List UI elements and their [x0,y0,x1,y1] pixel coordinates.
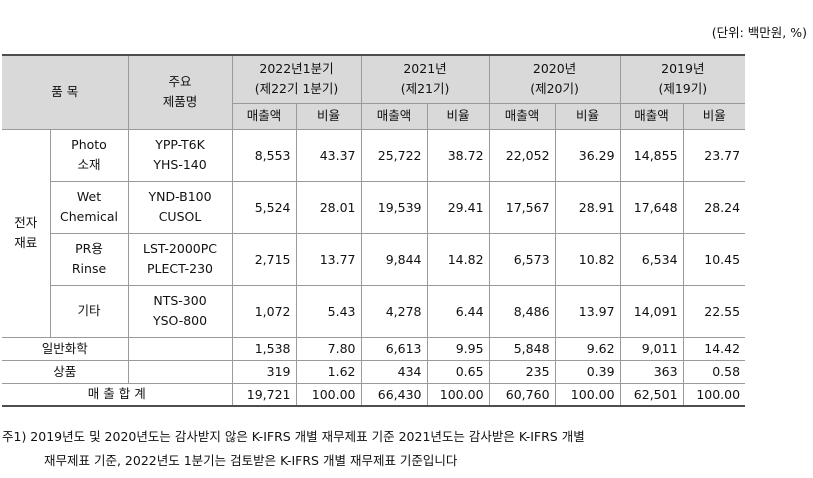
sales-value: 1,072 [231,284,297,338]
sales-value: 9,011 [619,336,684,361]
unit-label: (단위: 백만원, %) [711,25,807,40]
ratio-value: 9.62 [554,336,621,361]
item-name: 상품 [2,359,129,384]
item-name: PR용 Rinse [50,232,129,286]
item-name: Photo 소재 [49,128,129,182]
ratio-value: 13.77 [295,232,362,286]
header-sales: 매출액 [488,102,556,130]
sales-value: 6,573 [488,232,556,286]
sales-value: 62,501 [619,382,684,407]
sales-value: 5,848 [488,336,556,361]
ratio-value: 9.95 [426,336,490,361]
sales-value: 8,486 [488,284,556,338]
sales-value: 17,567 [488,180,556,234]
sales-value: 235 [488,359,556,384]
ratio-value: 28.01 [295,180,362,234]
table-row: 전자 재료 Photo 소재 YPP-T6K YHS-140 8,553 43.37 25,72… [2,128,746,338]
product-names: YPP-T6K YHS-140 [127,128,233,182]
header-ratio: 비율 [295,102,362,130]
sales-value: 2,715 [231,232,297,286]
sales-value: 8,553 [231,128,297,182]
sales-value: 19,721 [231,382,297,407]
ratio-value: 36.29 [554,128,621,182]
ratio-value: 0.65 [426,359,490,384]
ratio-value: 28.24 [682,180,746,234]
ratio-value: 13.97 [554,284,621,338]
ratio-value: 0.58 [682,359,746,384]
header-period-2020: 2020년 (제20기) [488,54,621,104]
footnote: 주1) 2019년도 및 2020년도는 감사받지 않은 K-IFRS 개별 재… [2,425,585,473]
item-name: 일반화학 [2,336,129,361]
sales-value: 22,052 [488,128,556,182]
product-names [127,336,233,361]
ratio-value: 43.37 [295,128,362,182]
sales-value: 17,648 [619,180,684,234]
header-period-2021: 2021년 (제21기) [360,54,490,104]
sales-value: 434 [360,359,428,384]
ratio-value: 14.82 [426,232,490,286]
ratio-value: 100.00 [295,382,362,407]
sales-value: 19,539 [360,180,428,234]
sales-value: 14,091 [619,284,684,338]
product-names: YND-B100 CUSOL [127,180,233,234]
sales-value: 6,534 [619,232,684,286]
header-sales: 매출액 [360,102,428,130]
header-ratio: 비율 [426,102,490,130]
ratio-value: 10.45 [682,232,746,286]
table-row: 상품 319 1.62 434 0.65 235 0.39 363 0.58 [2,359,746,384]
sales-value: 25,722 [360,128,428,182]
product-names: LST-2000PC PLECT-230 [127,232,233,286]
sales-value: 319 [231,359,297,384]
table-row: 기타 NTS-300 YSO-800 1,072 5.43 4,278 6.44 8,486 1… [2,284,746,338]
sales-value: 4,278 [360,284,428,338]
header-sales: 매출액 [619,102,684,130]
sales-value: 66,430 [360,382,428,407]
item-name: 기타 [50,284,129,338]
sales-value: 14,855 [619,128,684,182]
total-label: 매 출 합 계 [2,382,233,407]
header-sales: 매출액 [232,102,297,130]
product-names: NTS-300 YSO-800 [127,284,233,338]
footnote-line-2: 재무제표 기준, 2022년도 1분기는 검토받은 K-IFRS 개별 재무제표… [44,453,458,468]
ratio-value: 7.80 [295,336,362,361]
sales-table: 품 목 주요 제품명 2022년1분기 (제22기 1분기) 2021년 (제21기)… [2,54,746,407]
product-names [127,359,233,384]
footnote-line-1: 주1) 2019년도 및 2020년도는 감사받지 않은 K-IFRS 개별 재… [2,429,585,444]
table-row: 일반화학 1,538 7.80 6,613 9.95 5,848 9.62 9,011 14.4… [2,336,746,361]
sales-value: 363 [619,359,684,384]
ratio-value: 22.55 [682,284,746,338]
ratio-value: 23.77 [682,128,746,182]
ratio-value: 6.44 [426,284,490,338]
sales-value: 60,760 [488,382,556,407]
ratio-value: 1.62 [295,359,362,384]
ratio-value: 14.42 [682,336,746,361]
total-row: 매 출 합 계 19,721 100.00 66,430 100.00 60,760 100… [2,382,746,407]
ratio-value: 100.00 [554,382,621,407]
group-label-electronic-materials: 전자 재료 [2,128,51,338]
header-ratio: 비율 [682,102,746,130]
header-item: 품 목 [2,54,129,130]
sales-value: 5,524 [231,180,297,234]
table-row: Wet Chemical YND-B100 CUSOL 5,524 28.01 19,539… [2,180,746,234]
sales-value: 1,538 [231,336,297,361]
item-name: Wet Chemical [50,180,129,234]
header-product: 주요 제품명 [127,54,233,130]
table-row: PR용 Rinse LST-2000PC PLECT-230 2,715 13.77 9,8… [2,232,746,286]
sales-value: 6,613 [360,336,428,361]
header-ratio: 비율 [554,102,621,130]
ratio-value: 10.82 [554,232,621,286]
ratio-value: 38.72 [426,128,490,182]
ratio-value: 0.39 [554,359,621,384]
ratio-value: 28.91 [554,180,621,234]
ratio-value: 100.00 [682,382,746,407]
ratio-value: 29.41 [426,180,490,234]
ratio-value: 100.00 [426,382,490,407]
header-period-2019: 2019년 (제19기) [619,54,746,104]
header-period-2022q1: 2022년1분기 (제22기 1분기) [231,54,362,104]
ratio-value: 5.43 [295,284,362,338]
sales-value: 9,844 [360,232,428,286]
